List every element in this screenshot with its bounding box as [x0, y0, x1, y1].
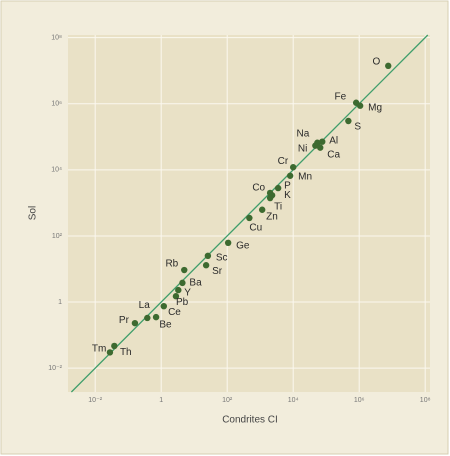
y-tick-label: 10⁶ [51, 101, 62, 108]
point [172, 293, 180, 300]
point-label: Y [184, 288, 191, 299]
point-label: Cu [249, 223, 262, 234]
point-label: O [372, 56, 380, 67]
y-tick-label: 10⁻² [48, 365, 62, 372]
y-tick-label: 10² [52, 233, 63, 240]
point [144, 314, 151, 322]
point [181, 266, 188, 274]
point-label: Zn [266, 211, 278, 222]
y-tick-label: 10⁴ [51, 167, 62, 174]
point [246, 214, 253, 222]
point [131, 319, 139, 327]
x-tick-label: 1 [159, 397, 163, 404]
point [356, 102, 364, 109]
point-label: Ni [298, 143, 307, 154]
point [289, 164, 297, 171]
x-axis-label: Condrites CI [222, 415, 278, 426]
point-label: P [284, 181, 291, 192]
point-label: Al [329, 135, 338, 146]
x-tick-label: 10² [222, 397, 233, 404]
point-label: Fe [334, 91, 346, 102]
point [175, 286, 182, 294]
y-tick-label: 10⁸ [51, 34, 62, 41]
point-label: Ce [168, 307, 181, 318]
point [312, 142, 319, 149]
point-label: Rb [165, 259, 178, 270]
point-label: Ca [327, 149, 340, 160]
x-tick-label: 10⁻² [88, 397, 102, 404]
point [160, 302, 167, 310]
point-label: Tm [92, 344, 106, 355]
point-label: Na [297, 128, 310, 139]
point-label: Cr [278, 156, 289, 167]
point [274, 184, 282, 192]
y-tick-label: 1 [58, 299, 62, 306]
point [266, 194, 274, 202]
point-label: Ti [274, 202, 282, 213]
point [202, 262, 210, 269]
y-axis-label: Sol [28, 206, 39, 220]
point [111, 342, 118, 350]
point-label: K [284, 190, 291, 201]
point-label: Mg [368, 102, 382, 113]
point-label: Be [159, 320, 172, 331]
point-label: Pb [176, 297, 189, 308]
point [286, 172, 294, 179]
point [204, 252, 212, 260]
point-label: Ge [236, 240, 250, 251]
point [106, 349, 114, 356]
point [258, 206, 266, 213]
point-label: Sr [212, 266, 223, 277]
point-label: Th [120, 347, 132, 358]
point-label: La [139, 300, 151, 311]
point-label: S [354, 122, 361, 133]
point [317, 144, 324, 151]
point-label: Sc [216, 252, 228, 263]
point-label: Co [252, 183, 265, 194]
point-label: Pr [119, 315, 130, 326]
point [385, 62, 392, 70]
x-tick-label: 10⁶ [354, 397, 365, 404]
x-tick-label: 10⁴ [288, 397, 299, 404]
point [152, 313, 160, 321]
point [179, 279, 186, 287]
identity-line [70, 34, 429, 393]
point-label: Mn [298, 171, 312, 182]
x-tick-label: 10⁸ [420, 397, 431, 404]
point [345, 117, 352, 125]
point [319, 138, 326, 145]
point [224, 239, 232, 247]
point-label: Ba [189, 278, 202, 289]
